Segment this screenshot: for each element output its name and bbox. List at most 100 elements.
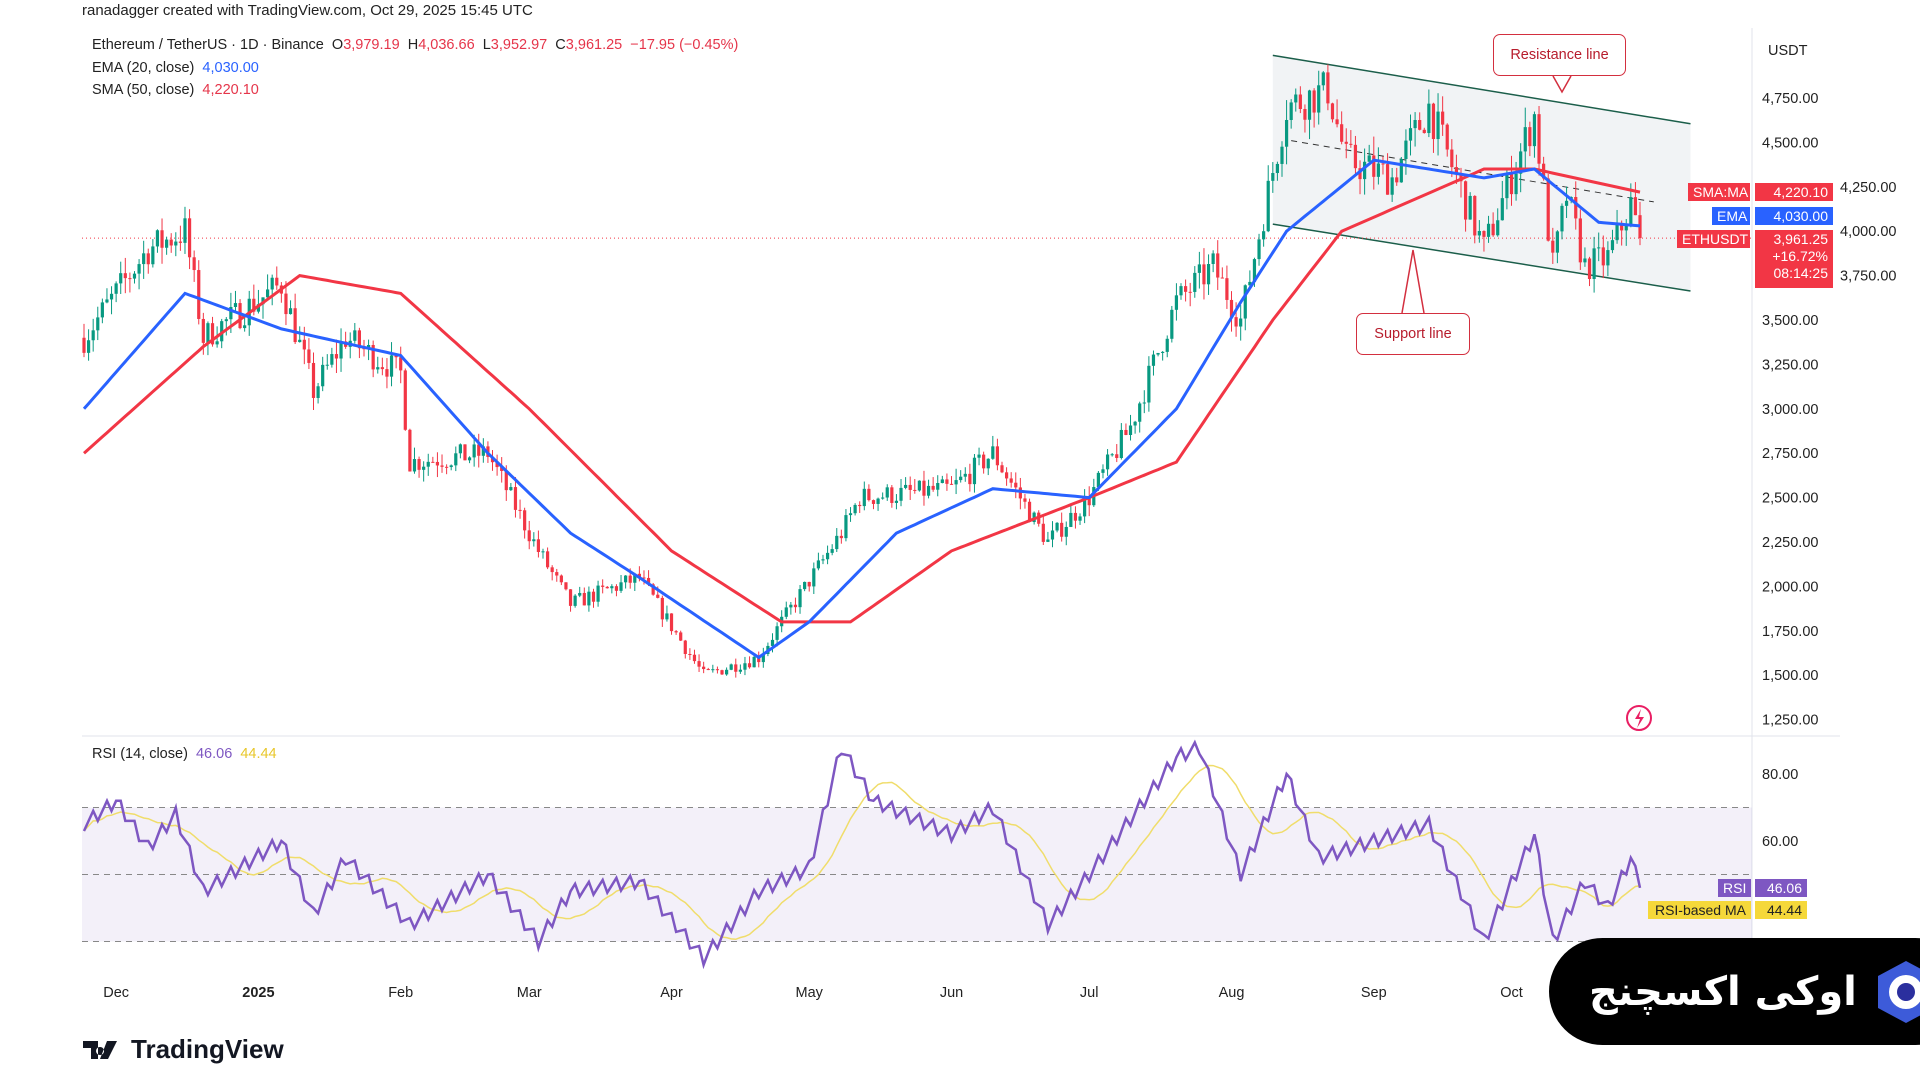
sma-value: 4,220.10: [202, 82, 259, 98]
candle-body: [119, 273, 123, 284]
candle-body: [899, 487, 903, 501]
candle-body: [422, 466, 426, 470]
candle-body: [380, 367, 384, 370]
lightning-icon[interactable]: [1626, 705, 1652, 731]
price-tick: 4,250.00: [1840, 180, 1896, 196]
last-price: 3,961.25: [1773, 231, 1829, 247]
candle-body: [1606, 250, 1610, 266]
banner-text: اوکی اکسچنج: [1589, 968, 1857, 1015]
candle-body: [1353, 144, 1358, 169]
symbol-title[interactable]: Ethereum / TetherUS · 1D · Binance: [92, 37, 324, 53]
candle-body: [793, 604, 798, 608]
chart-credit: ranadagger created with TradingView.com,…: [82, 2, 533, 19]
candle-body: [1014, 482, 1018, 488]
candle-body: [968, 473, 972, 485]
symbol-legend: Ethereum / TetherUS · 1D · Binance O3,97…: [92, 37, 738, 53]
candle-body: [1340, 124, 1344, 142]
resistance-line: [1272, 54, 1691, 125]
rsi-name-tag: RSI: [1718, 879, 1751, 897]
ema-value: 4,030.00: [202, 60, 259, 76]
candle-body: [1486, 223, 1491, 237]
candle-body: [1124, 429, 1128, 435]
candle-body: [614, 586, 619, 591]
candle-body: [628, 575, 632, 583]
ema-label: EMA (20, close): [92, 60, 195, 76]
candle-body: [720, 670, 724, 675]
sma-price-tag: 4,220.10: [1755, 183, 1833, 201]
candle-body: [215, 341, 219, 345]
tradingview-wordmark: TradingView: [131, 1034, 284, 1064]
candle-body: [596, 585, 600, 602]
high-label: H: [407, 37, 419, 53]
candle-body: [656, 594, 660, 598]
candle-body: [1477, 231, 1481, 236]
candle-body: [394, 355, 398, 358]
candle-body: [642, 577, 646, 579]
candle-body: [1450, 149, 1454, 168]
candle-body: [1408, 128, 1413, 141]
support-annotation[interactable]: Support line: [1356, 313, 1470, 355]
resistance-annotation[interactable]: Resistance line: [1493, 34, 1626, 76]
candle-body: [1601, 247, 1605, 266]
candle-body: [376, 367, 380, 370]
candle-body: [527, 530, 531, 542]
candle-body: [513, 487, 518, 510]
candle-body: [651, 584, 655, 595]
candle-body: [743, 663, 747, 670]
price-tick: 3,250.00: [1762, 357, 1818, 373]
ema-price-tag: 4,030.00: [1755, 207, 1833, 225]
candle-body: [238, 303, 242, 329]
close-value: 3,961.25: [565, 37, 623, 53]
symbol-name-tag: ETHUSDT: [1677, 230, 1750, 248]
candle-body: [1271, 173, 1275, 181]
price-tick: 3,000.00: [1762, 402, 1818, 418]
candle-body: [1083, 496, 1087, 517]
rsi-ma-value: 44.44: [240, 746, 277, 762]
axes: 4,750.00 4,500.00 4,250.00 4,000.00 3,750.00…: [103, 91, 1896, 1001]
candle-body: [674, 631, 678, 633]
low-value: 3,952.97: [490, 37, 548, 53]
candle-body: [646, 577, 651, 585]
candle-body: [844, 515, 848, 539]
candle-body: [761, 653, 765, 663]
candle-body: [1115, 454, 1119, 458]
candle-body: [752, 656, 756, 668]
candle-body: [1638, 215, 1642, 239]
time-tick: Mar: [517, 985, 542, 1001]
candle-body: [853, 504, 857, 514]
candle-body: [270, 277, 274, 290]
time-tick: May: [796, 985, 824, 1001]
rsi-line: [82, 739, 1642, 970]
ema-legend[interactable]: EMA (20, close) 4,030.00: [92, 60, 259, 76]
candle-body: [412, 459, 417, 472]
candle-body: [1078, 516, 1082, 521]
sma-legend[interactable]: SMA (50, close) 4,220.10: [92, 82, 259, 98]
candle-body: [174, 241, 178, 246]
candle-body: [233, 303, 238, 307]
candle-body: [1179, 286, 1183, 296]
candle-body: [1519, 151, 1523, 174]
candle-body: [1105, 454, 1110, 470]
bar-countdown: 08:14:25: [1773, 265, 1829, 281]
candle-body: [1262, 231, 1266, 240]
candle-body: [1615, 223, 1619, 241]
candle-body: [1624, 225, 1628, 231]
candle-body: [1551, 240, 1555, 253]
candle-body: [481, 446, 485, 456]
candle-body: [1073, 512, 1078, 521]
percent-change: +16.72%: [1772, 248, 1828, 264]
candle-body: [187, 218, 192, 258]
candle-body: [1367, 155, 1371, 162]
candle-body: [266, 289, 270, 298]
tradingview-logo[interactable]: TradingView: [83, 1034, 284, 1065]
candle-body: [1110, 454, 1114, 456]
candle-body: [917, 480, 921, 491]
candle-body: [523, 510, 527, 531]
candle-body: [155, 230, 160, 247]
candle-body: [541, 551, 545, 553]
candle-body: [132, 273, 137, 279]
candle-body: [876, 498, 880, 504]
candle-body: [518, 509, 522, 511]
rsi-legend[interactable]: RSI (14, close) 46.06 44.44: [92, 746, 277, 762]
